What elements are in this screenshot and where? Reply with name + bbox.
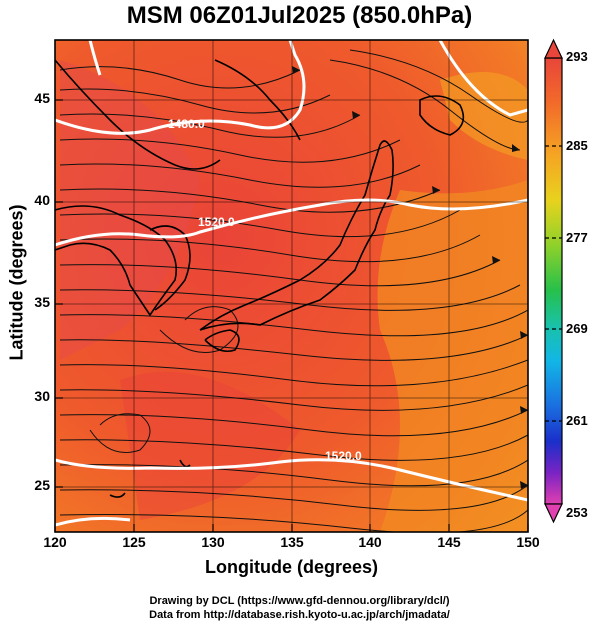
colorbar-tick-label: 277 (566, 230, 588, 245)
lon-tick-label: 135 (280, 534, 304, 550)
credit-drawing: Drawing by DCL (https://www.gfd-dennou.o… (149, 595, 450, 607)
colorbar-tick-label: 293 (566, 49, 588, 64)
lon-tick-label: 125 (122, 534, 146, 550)
map-gridlines (55, 40, 528, 532)
lon-tick-label: 130 (201, 534, 225, 550)
wind-streamlines (59, 49, 528, 532)
colorbar (544, 38, 563, 524)
lat-tick-label: 35 (34, 294, 50, 310)
colorbar-tick-label: 253 (566, 505, 588, 520)
colorbar-top-arrow (544, 38, 563, 59)
lat-tick-label: 40 (34, 192, 50, 208)
lat-tick-label: 45 (34, 90, 50, 106)
lon-tick-label: 120 (43, 534, 67, 550)
contour-label: 1520.0 (325, 449, 362, 463)
colorbar-tick-label: 285 (566, 138, 588, 153)
height-contours (55, 40, 528, 527)
colorbar-tick-label: 269 (566, 321, 588, 336)
credit-data: Data from http://database.rish.kyoto-u.a… (149, 609, 450, 621)
lat-tick-label: 25 (34, 477, 50, 493)
x-axis-label: Longitude (degrees) (204, 557, 378, 577)
contour-label: 1480.0 (168, 117, 205, 131)
contour-label: 1520.0 (198, 215, 235, 229)
lon-tick-label: 140 (358, 534, 382, 550)
lat-tick-label: 30 (34, 388, 50, 404)
contour-labels: 1480.0 1520.0 1520.0 (168, 117, 362, 463)
lon-tick-label: 145 (437, 534, 461, 550)
colorbar-tick-label: 261 (566, 413, 588, 428)
axis-ticks (54, 99, 529, 532)
temperature-field (55, 40, 528, 532)
map-title: MSM 06Z01Jul2025 (850.0hPa) (126, 2, 473, 29)
colorbar-bottom-arrow (544, 503, 563, 524)
lon-tick-label: 150 (516, 534, 540, 550)
